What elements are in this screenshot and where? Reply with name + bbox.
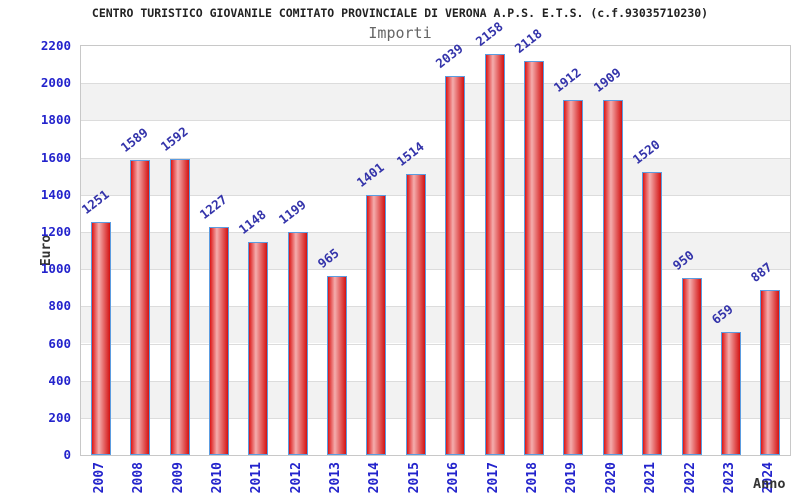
y-tick-label: 1000 (40, 261, 71, 277)
x-tick-label: 2017 (485, 462, 501, 494)
gridline (81, 120, 790, 122)
bar-value-label: 1592 (157, 123, 191, 154)
y-tick-label: 800 (48, 298, 71, 314)
bar (327, 276, 347, 455)
y-tick-label: 1800 (40, 112, 71, 128)
bar (287, 232, 308, 455)
y-tick-label: 200 (48, 409, 71, 425)
bar (90, 222, 111, 455)
y-tick-label: 1200 (40, 223, 71, 239)
x-tick-label: 2023 (721, 462, 737, 494)
x-tick-label: 2014 (367, 462, 383, 494)
gridline (81, 343, 790, 345)
x-tick-label: 2015 (406, 462, 422, 494)
x-tick-label: 2022 (682, 462, 698, 494)
bar (130, 160, 151, 455)
y-tick-label: 0 (63, 447, 71, 462)
x-tick-label: 2011 (249, 462, 265, 494)
y-tick-label: 400 (48, 372, 71, 388)
bar (760, 290, 781, 455)
gridline (81, 194, 790, 196)
chart-title: CENTRO TURISTICO GIOVANILE COMITATO PROV… (91, 6, 709, 20)
bar (681, 278, 702, 455)
bar (484, 54, 505, 455)
gridline (81, 83, 790, 85)
gridline (81, 231, 790, 233)
plot-band (81, 157, 790, 195)
plot-area: 1251 1589 1592 1227 1148 1199 965 1401 1514 2039 2… (78, 19, 791, 456)
x-tick-label: 2019 (564, 462, 580, 494)
gridline (81, 306, 790, 308)
bar-value-label: 2039 (432, 40, 466, 71)
y-tick-label: 1600 (40, 149, 71, 165)
bar-value-label: 1589 (117, 124, 151, 155)
y-axis: 0 200 400 600 800 1000 1200 1400 1600 1800 2000 220… (0, 38, 73, 462)
x-axis-label: Anno (753, 476, 786, 492)
bar (563, 100, 584, 455)
plot-band (81, 231, 790, 270)
x-axis: 2007 2008 2009 2010 2011 2012 2013 2014 2015 2016… (80, 458, 791, 500)
x-tick-label: 2010 (209, 462, 225, 494)
gridline (81, 380, 790, 382)
x-tick-label: 2008 (131, 462, 147, 494)
gridline (81, 157, 790, 159)
bar (248, 242, 269, 455)
bar (445, 76, 466, 455)
x-tick-label: 2020 (603, 462, 619, 494)
x-tick-label: 2012 (288, 462, 304, 494)
y-tick-label: 1400 (40, 186, 71, 202)
x-tick-label: 2016 (446, 462, 462, 494)
x-tick-label: 2021 (643, 462, 659, 494)
bar (524, 61, 544, 455)
bar-value-label: 1199 (275, 196, 309, 227)
bar-value-label: 1227 (196, 191, 230, 222)
plot-band (81, 83, 790, 121)
plot-band (81, 380, 790, 418)
y-tick-label: 2200 (40, 38, 71, 53)
bar (366, 195, 387, 455)
chart-subtitle: Importi (368, 24, 432, 42)
x-tick-label: 2009 (170, 462, 186, 494)
x-tick-label: 2007 (91, 462, 107, 494)
bar (602, 100, 623, 455)
y-tick-label: 2000 (40, 75, 71, 91)
bar (642, 172, 663, 455)
gridline (81, 269, 790, 271)
bar (405, 174, 426, 455)
bar (720, 332, 741, 455)
x-tick-label: 2018 (525, 462, 540, 494)
gridline (81, 417, 790, 419)
x-tick-label: 2013 (328, 462, 343, 494)
y-tick-label: 600 (48, 335, 71, 351)
plot-band (81, 306, 790, 344)
bar (169, 159, 190, 455)
bar (208, 227, 229, 455)
